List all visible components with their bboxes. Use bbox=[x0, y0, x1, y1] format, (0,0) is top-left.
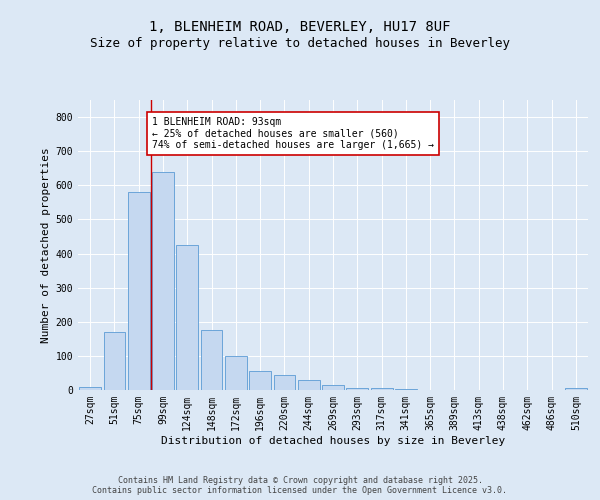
Bar bbox=[249, 371, 271, 390]
Bar bbox=[104, 332, 125, 390]
Bar bbox=[225, 356, 247, 390]
Y-axis label: Number of detached properties: Number of detached properties bbox=[41, 147, 52, 343]
Bar bbox=[128, 192, 149, 390]
Text: Size of property relative to detached houses in Beverley: Size of property relative to detached ho… bbox=[90, 38, 510, 51]
Bar bbox=[371, 388, 392, 390]
Bar bbox=[152, 172, 174, 390]
Bar bbox=[274, 374, 295, 390]
Bar bbox=[322, 385, 344, 390]
Bar bbox=[346, 388, 368, 390]
Bar bbox=[200, 330, 223, 390]
Bar bbox=[298, 380, 320, 390]
Text: 1, BLENHEIM ROAD, BEVERLEY, HU17 8UF: 1, BLENHEIM ROAD, BEVERLEY, HU17 8UF bbox=[149, 20, 451, 34]
Bar bbox=[565, 388, 587, 390]
Bar bbox=[176, 245, 198, 390]
Text: 1 BLENHEIM ROAD: 93sqm
← 25% of detached houses are smaller (560)
74% of semi-de: 1 BLENHEIM ROAD: 93sqm ← 25% of detached… bbox=[152, 117, 434, 150]
Text: Contains HM Land Registry data © Crown copyright and database right 2025.
Contai: Contains HM Land Registry data © Crown c… bbox=[92, 476, 508, 495]
X-axis label: Distribution of detached houses by size in Beverley: Distribution of detached houses by size … bbox=[161, 436, 505, 446]
Bar bbox=[395, 388, 417, 390]
Bar bbox=[79, 386, 101, 390]
